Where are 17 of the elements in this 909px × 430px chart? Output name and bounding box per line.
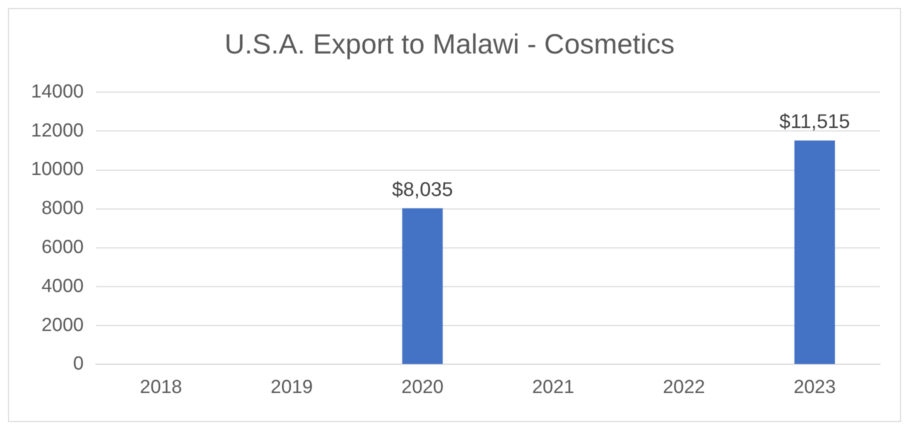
y-tick-label: 12000 [30, 120, 84, 142]
x-tick-label: 2018 [140, 376, 182, 398]
y-tick-label: 8000 [42, 198, 84, 220]
data-label: $8,035 [392, 178, 453, 201]
y-tick-label: 10000 [30, 159, 84, 180]
chart-title: U.S.A. Export to Malawi - Cosmetics [224, 28, 675, 60]
x-tick-label: 2020 [401, 376, 444, 398]
y-tick-label: 4000 [42, 276, 84, 297]
data-label: $11,515 [779, 111, 850, 134]
y-tick-label: 2000 [42, 314, 84, 336]
y-tick-label: 14000 [30, 81, 84, 102]
y-tick-label: 0 [73, 354, 84, 375]
y-tick-label: 6000 [42, 237, 84, 258]
x-tick-label: 2023 [794, 376, 836, 398]
x-tick-label: 2022 [662, 376, 706, 398]
x-tick-label: 2019 [270, 376, 313, 398]
x-tick-label: 2021 [532, 376, 574, 398]
